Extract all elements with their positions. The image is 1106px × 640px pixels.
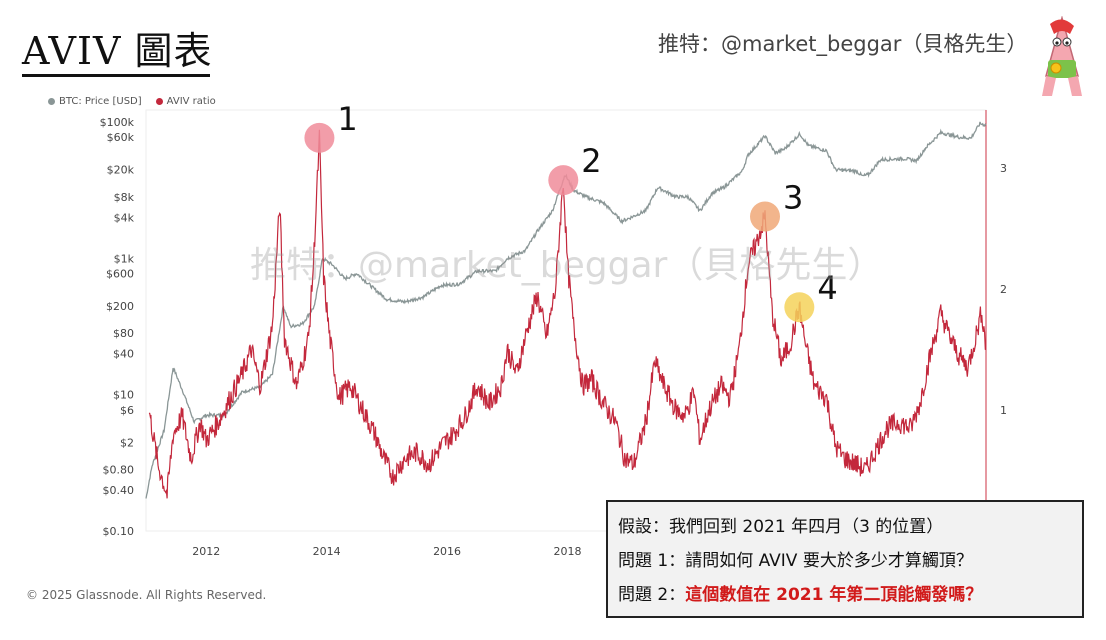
price-dot-icon [48,97,55,105]
left-tick-label: $0.10 [103,525,135,538]
right-tick-label: 2 [1000,283,1007,296]
question-assumption: 假設：我們回到 2021 年四月（3 的位置） [618,517,944,537]
left-tick-label: $0.80 [103,463,135,476]
x-tick-label: 2016 [433,545,461,558]
left-tick-label: $1k [114,252,135,265]
peak-label-1: 1 [337,100,357,138]
copyright-notice: © 2025 Glassnode. All Rights Reserved. [26,588,267,602]
author-handle: 推特：@market_beggar（貝格先生） [658,32,1028,56]
right-tick-label: 3 [1000,162,1007,175]
chart-legend: BTC: Price [USD] AVIV ratio [48,96,216,107]
legend-aviv-label: AVIV ratio [166,96,216,107]
question-2-highlight: 這個數值在 2021 年第二頂能觸發嗎？ [685,585,983,605]
right-tick-label: 1 [1000,404,1007,417]
left-tick-label: $40 [113,348,134,361]
peak-label-2: 2 [581,142,601,180]
aviv-dot-icon [155,97,163,105]
left-tick-label: $4k [114,211,135,224]
x-tick-label: 2018 [554,545,582,558]
left-tick-label: $2 [120,436,134,449]
left-tick-label: $80 [113,327,134,340]
left-tick-label: $10 [113,389,134,402]
watermark: 推特：@market_beggar（貝格先生） [250,245,884,286]
left-axis: $100k $60k $20k $8k $4k $1k $600 $200 $80 $40 $10 $… [100,116,135,538]
x-tick-label: 2014 [313,545,341,558]
left-tick-label: $60k [107,131,135,144]
peak-marker-1 [304,122,335,153]
legend-item-price[interactable]: BTC: Price [USD] [48,96,142,107]
mascot-image [1042,16,1082,96]
legend-price-label: BTC: Price [USD] [59,96,142,107]
left-tick-label: $6 [120,404,134,417]
left-tick-label: $0.40 [103,484,135,497]
legend-item-aviv[interactable]: AVIV ratio [155,96,216,107]
left-tick-label: $8k [114,191,135,204]
right-axis: 3 2 1 [1000,162,1007,417]
left-tick-label: $20k [107,164,135,177]
left-tick-label: $200 [106,300,134,313]
peak-label-3: 3 [783,178,803,216]
peak-markers: 1 2 3 4 [304,100,838,323]
left-tick-label: $600 [106,267,134,280]
question-box: 假設：我們回到 2021 年四月（3 的位置） 問題 1：請問如何 AVIV 要… [606,500,1084,618]
chart-grid [145,109,987,532]
peak-marker-3 [750,201,781,232]
peak-label-4: 4 [817,269,837,307]
left-tick-label: $100k [100,116,135,129]
x-tick-label: 2012 [192,545,220,558]
question-2: 問題 2：這個數值在 2021 年第二頂能觸發嗎？ [618,578,1072,612]
aviv-series-line [148,129,987,499]
page-title: AVIV 圖表 [22,29,213,73]
question-2-prefix: 問題 2： [618,585,686,605]
peak-marker-4 [784,292,815,323]
title-underline [22,74,210,77]
peak-marker-2 [548,165,579,196]
question-1: 問題 1：請問如何 AVIV 要大於多少才算觸頂？ [618,551,973,571]
